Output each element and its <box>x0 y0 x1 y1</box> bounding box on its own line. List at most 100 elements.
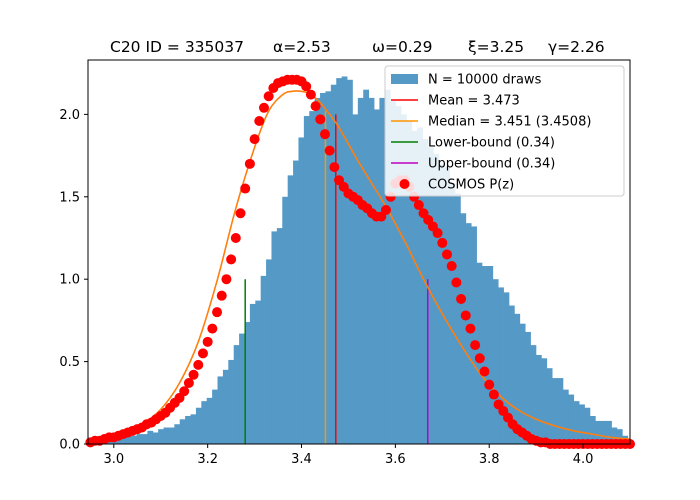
histogram-bar <box>562 389 569 444</box>
legend-label: Upper-bound (0.34) <box>428 157 555 172</box>
x-tick-label: 3.8 <box>479 452 500 467</box>
legend-box <box>384 65 625 197</box>
histogram-bar <box>239 333 245 444</box>
histogram-bar <box>309 111 316 445</box>
histogram-bar <box>595 420 602 444</box>
histogram-bar <box>611 427 618 444</box>
histogram-bar <box>303 116 310 444</box>
histogram-bar <box>465 223 472 444</box>
histogram-bar <box>573 401 580 444</box>
histogram-bar <box>481 266 488 444</box>
histogram-bar <box>195 407 202 444</box>
histogram-bar <box>579 404 585 444</box>
cosmos-pz-point <box>258 102 269 113</box>
histogram-bar <box>330 84 337 444</box>
histogram-bar <box>384 89 391 445</box>
histogram-bar <box>600 420 607 444</box>
histogram-bar <box>287 175 294 444</box>
histogram-bar <box>298 137 305 444</box>
histogram-bar <box>206 397 213 444</box>
legend-label: Mean = 3.473 <box>428 94 520 109</box>
cosmos-pz-point <box>249 134 260 145</box>
x-axis-ticks: 3.0 3.2 3.4 3.6 3.8 4.0 <box>103 444 593 467</box>
fit-curve-line <box>87 90 631 442</box>
histogram-bar <box>341 76 348 445</box>
y-tick-label: 1.0 <box>59 273 80 288</box>
x-tick-label: 3.4 <box>291 452 312 467</box>
histogram-bar <box>147 430 154 444</box>
legend-item-lower: Lower-bound (0.34) <box>391 136 555 151</box>
y-tick-label: 1.5 <box>59 190 80 205</box>
cosmos-pz-point <box>465 323 476 334</box>
histogram-bar <box>444 167 450 445</box>
cosmos-pz-point <box>193 359 204 370</box>
legend-label: Median = 3.451 (3.4508) <box>428 115 591 130</box>
histogram-bar <box>190 414 197 444</box>
cosmos-pz-point <box>456 293 467 304</box>
histogram-bar <box>233 345 240 444</box>
cosmos-pz-point <box>460 310 471 321</box>
cosmos-pz-point <box>315 114 326 125</box>
cosmos-pz-point <box>216 290 227 301</box>
x-tick-label: 3.2 <box>197 452 218 467</box>
cosmos-pz-point <box>324 145 335 156</box>
histogram-bar <box>557 378 564 444</box>
cosmos-pz-point <box>179 386 190 397</box>
cosmos-pz-point <box>310 101 321 112</box>
histogram-bar <box>460 213 467 444</box>
histogram-bar <box>179 419 186 444</box>
histogram-bar <box>125 435 132 444</box>
histogram-bar <box>201 401 208 444</box>
chart-title: C20 ID = 335037 α=2.53 ω=0.29 ξ=3.25 γ=2… <box>110 38 605 56</box>
cosmos-pz-point <box>197 348 208 359</box>
histogram-bar <box>109 440 116 444</box>
cosmos-pz-point <box>301 81 312 92</box>
histogram-bar <box>131 435 137 444</box>
y-tick-label: 2.0 <box>59 108 80 123</box>
cosmos-pz-point <box>230 232 241 243</box>
x-tick-label: 3.0 <box>103 452 124 467</box>
histogram-bar <box>352 114 359 445</box>
legend: N = 10000 draws Mean = 3.473 Median = 3.45… <box>384 65 625 197</box>
histogram-bar <box>422 139 429 444</box>
histogram-bar <box>568 394 575 444</box>
histogram-bar <box>357 97 364 444</box>
histogram-bar <box>616 429 623 444</box>
histogram-bar <box>271 231 278 444</box>
histogram-bar <box>217 376 224 444</box>
histogram-bar <box>212 389 218 444</box>
histogram-bar <box>541 358 548 444</box>
histogram-bar <box>325 91 332 445</box>
legend-item-mean: Mean = 3.473 <box>391 94 520 109</box>
histogram-bar <box>249 303 256 444</box>
histogram-bar <box>454 193 461 444</box>
histogram-bar <box>400 114 407 445</box>
histogram-bar <box>158 429 164 444</box>
histogram-bar <box>120 437 127 444</box>
histogram-bar <box>395 106 402 444</box>
cosmos-pz-point <box>451 277 462 288</box>
cosmos-pz-point <box>235 208 246 219</box>
cosmos-pz-points <box>85 74 635 449</box>
histogram-bar <box>589 415 596 444</box>
histogram-bar <box>336 78 343 444</box>
histogram-bar <box>498 287 504 444</box>
histogram-bar <box>141 434 148 444</box>
histogram-bar <box>228 359 235 444</box>
histogram-bar <box>374 109 380 444</box>
cosmos-pz-point <box>446 261 457 272</box>
x-tick-label: 3.6 <box>385 452 406 467</box>
histogram-bar <box>174 424 181 444</box>
histogram-bar <box>276 228 283 444</box>
histogram-bar <box>347 79 353 444</box>
histogram-bar <box>136 434 143 444</box>
histogram-bar <box>471 226 477 444</box>
histogram-bar <box>406 120 413 444</box>
cosmos-pz-point <box>202 336 213 347</box>
histogram-bar <box>163 427 170 444</box>
histogram-bar <box>433 153 440 444</box>
histogram-bar <box>546 368 553 444</box>
histogram-bar <box>255 300 262 444</box>
legend-item-median: Median = 3.451 (3.4508) <box>391 115 591 130</box>
histogram-bar <box>449 183 456 444</box>
